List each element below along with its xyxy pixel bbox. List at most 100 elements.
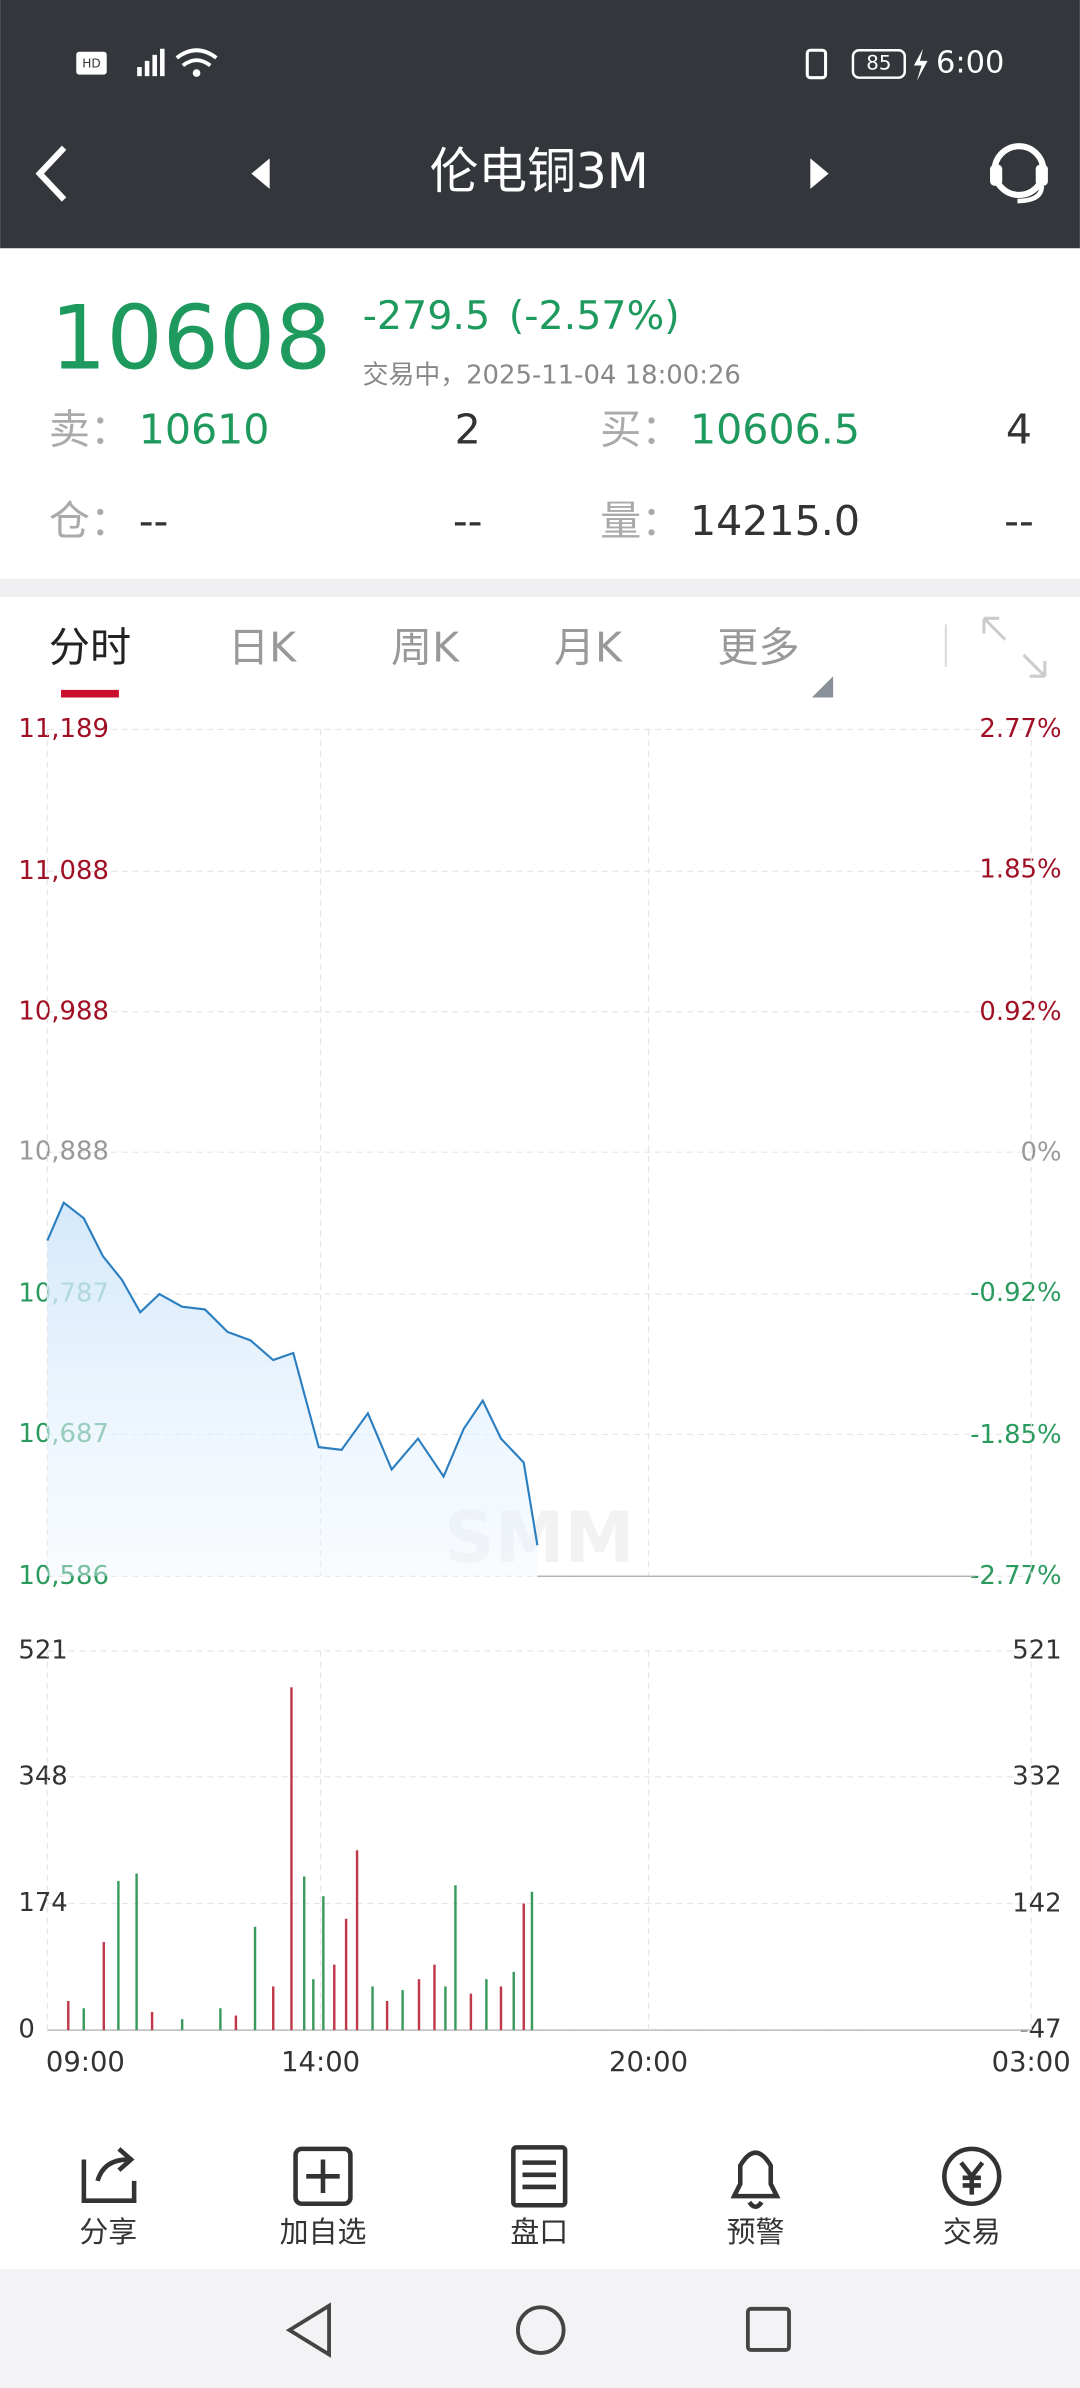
service-button[interactable] xyxy=(990,143,1048,204)
volume-bar xyxy=(322,1896,325,2031)
y2-tick-label: 521 xyxy=(1012,1635,1061,1665)
nav-bar xyxy=(0,2269,1080,2388)
price-change: -279.5 xyxy=(363,293,491,339)
quote-label: 仓： xyxy=(49,497,131,545)
y-tick-label: 11,189 xyxy=(18,714,109,744)
x-tick-label: 20:00 xyxy=(609,2047,688,2078)
volume-bar xyxy=(302,1876,306,2031)
battery-level: 85 xyxy=(866,51,891,74)
quote-rows: 卖： 10610 2 买： 10606.5 4仓： -- -- 量： 14215.0 -- xyxy=(49,406,1034,545)
toolbar-label[interactable]: 分享 xyxy=(79,2215,137,2249)
tab[interactable]: 周K xyxy=(391,623,460,671)
volume-bar xyxy=(312,1979,315,2031)
nav-recent[interactable] xyxy=(745,2306,791,2352)
tab[interactable]: 分时 xyxy=(49,623,131,671)
tab[interactable]: 更多 xyxy=(717,623,799,671)
volume-bar xyxy=(117,1880,120,2031)
x-tick-label: 09:00 xyxy=(46,2047,125,2078)
quote-value: -- xyxy=(453,497,483,545)
quote-value: 10606.5 xyxy=(690,406,860,454)
volume-bar xyxy=(454,1885,457,2031)
volume-bar xyxy=(371,1986,374,2031)
back-button[interactable] xyxy=(35,145,67,202)
volume-bar xyxy=(485,1979,488,2031)
y-tick-label: 10,988 xyxy=(18,996,109,1026)
y2-tick-label: 142 xyxy=(1012,1888,1061,1918)
volume-bar xyxy=(401,1990,404,2031)
page-title: 伦电铜3M xyxy=(430,144,649,200)
volume-bar xyxy=(512,1971,515,2031)
status-icons: HD xyxy=(76,48,928,81)
volume-bar xyxy=(344,1918,348,2031)
quote-label: 买： xyxy=(600,406,682,454)
nav-back[interactable] xyxy=(285,2302,331,2358)
price-change-pct: (-2.57%) xyxy=(509,293,680,339)
volume-bar xyxy=(135,1873,138,2031)
volume-bar xyxy=(499,1986,503,2031)
y-tick-label: 0 xyxy=(18,2015,34,2045)
volume-bar xyxy=(67,2000,70,2031)
y2-tick-label: 0% xyxy=(1021,1137,1062,1167)
price-line xyxy=(46,1200,539,1546)
volume-bar xyxy=(530,1891,534,2031)
quote-value: 4 xyxy=(1006,406,1032,454)
quote-value: -- xyxy=(1004,497,1034,545)
tab[interactable]: 日K xyxy=(228,623,297,671)
volume-bar xyxy=(82,2008,85,2031)
x-tick-label: 14:00 xyxy=(281,2047,360,2078)
separator xyxy=(0,578,1080,597)
volume-bar xyxy=(150,2011,154,2031)
volume-bar xyxy=(219,2008,222,2031)
tabs: 分时 日K 周K 月K 更多 xyxy=(49,623,800,671)
y-tick-label: 10,888 xyxy=(18,1137,109,1167)
volume-bar xyxy=(290,1687,293,2031)
y2-tick-label: -2.77% xyxy=(970,1561,1062,1591)
volume-bar xyxy=(444,1986,447,2031)
next-button[interactable] xyxy=(810,158,829,189)
y2-tick-label: 1.85% xyxy=(979,855,1061,885)
y2-tick-label: -1.85% xyxy=(970,1420,1062,1450)
fullscreen-button[interactable] xyxy=(982,616,1047,678)
price-area xyxy=(47,1202,538,1577)
clock: 6:00 xyxy=(936,45,1004,80)
toolbar-label[interactable]: 交易 xyxy=(943,2215,1001,2249)
svg-text:HD: HD xyxy=(82,56,101,70)
y-tick-label: 11,088 xyxy=(18,856,109,886)
top-bar xyxy=(0,0,1080,249)
trade-status: 交易中，2025-11-04 18:00:26 xyxy=(363,361,741,391)
tab[interactable]: 月K xyxy=(554,623,623,671)
y-tick-label: 521 xyxy=(18,1635,67,1665)
more-arrow xyxy=(811,676,834,698)
nav-home[interactable] xyxy=(516,2305,566,2355)
y2-tick-label: -0.92% xyxy=(970,1278,1062,1308)
toolbar-label[interactable]: 预警 xyxy=(727,2215,785,2249)
last-price: 10608 xyxy=(50,287,331,390)
toolbar: 分享 加自选 盘口 预警 交易 xyxy=(79,2145,1002,2249)
quote-label: 卖： xyxy=(49,406,131,454)
y2-tick-label: 2.77% xyxy=(979,714,1061,744)
quote-label: 量： xyxy=(600,497,682,545)
volume-bar xyxy=(469,1993,473,2031)
active-tab-indicator xyxy=(61,689,119,698)
volume-bar xyxy=(234,2015,238,2031)
volume-bar xyxy=(272,1986,275,2031)
volume-bar xyxy=(417,1979,421,2031)
volume-bar xyxy=(102,1942,106,2031)
y2-tick-label: 0.92% xyxy=(979,997,1061,1027)
prev-button[interactable] xyxy=(251,158,270,189)
quote-value: 2 xyxy=(455,406,481,454)
chart-area: SMM 11,18911,08810,98810,88810,78710,687… xyxy=(18,714,1070,2078)
volume-bar xyxy=(253,1926,257,2031)
volume-bar xyxy=(355,1850,359,2031)
x-tick-label: 03:00 xyxy=(992,2047,1071,2078)
quote-value: 14215.0 xyxy=(690,497,860,545)
quote-value: -- xyxy=(139,497,169,545)
quote-value: 10610 xyxy=(139,406,270,454)
volume-bar xyxy=(522,1903,525,2031)
toolbar-label[interactable]: 加自选 xyxy=(280,2215,367,2249)
volume-bar xyxy=(385,2000,389,2031)
volume-bar xyxy=(180,2019,184,2031)
toolbar-label[interactable]: 盘口 xyxy=(510,2215,568,2249)
